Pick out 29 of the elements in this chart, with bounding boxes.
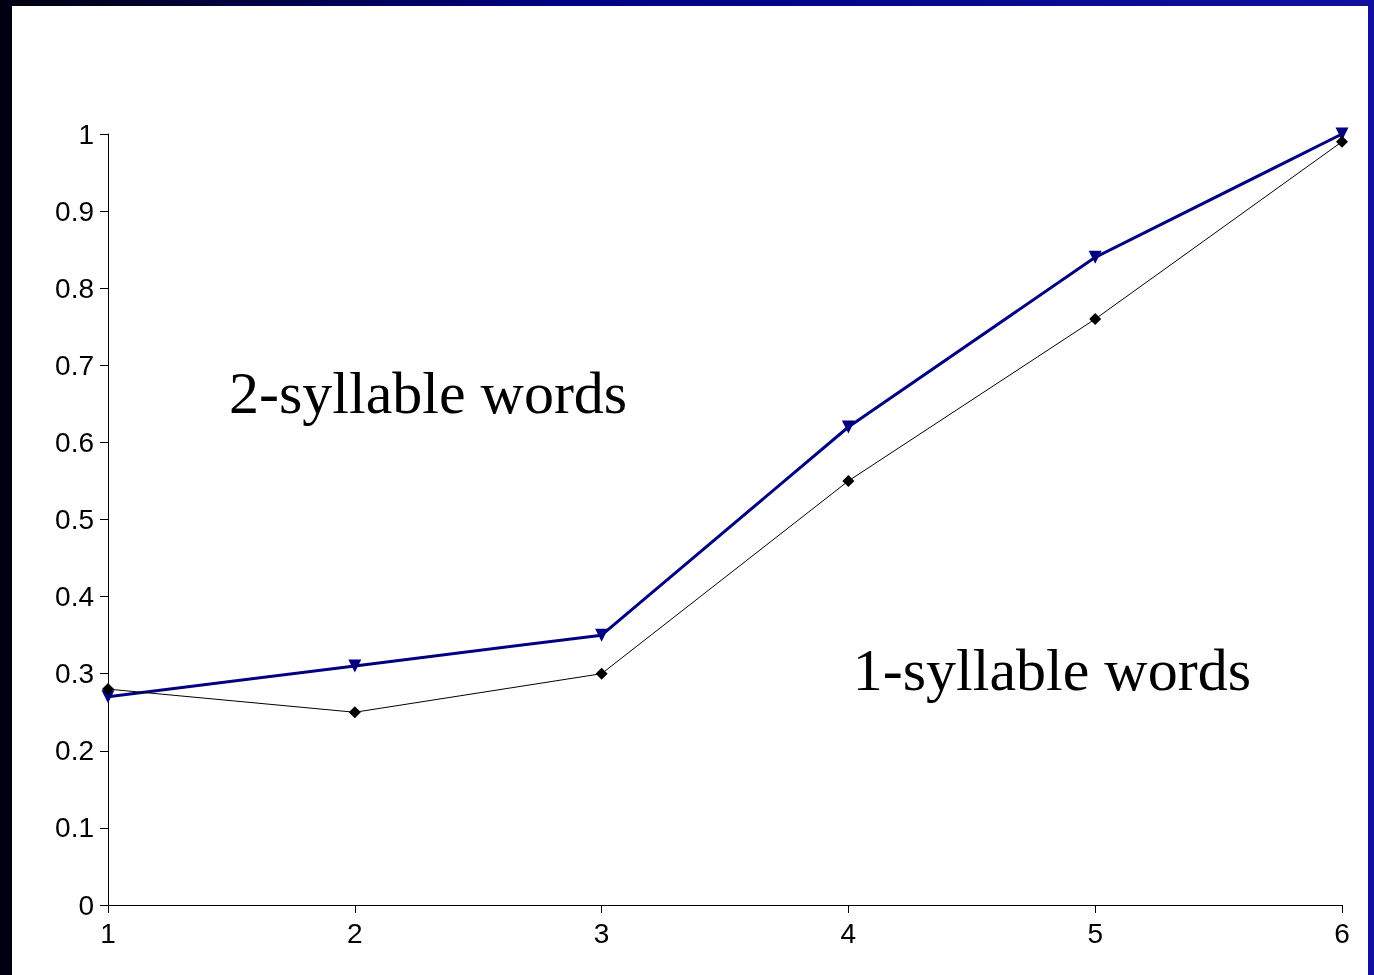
y-tick-label: 0.9 bbox=[55, 195, 94, 227]
x-tick-label: 4 bbox=[840, 917, 857, 949]
y-tick-label: 0.4 bbox=[55, 581, 94, 613]
point bbox=[1089, 313, 1102, 326]
x-tick-label: 5 bbox=[1087, 917, 1103, 949]
y-tick-label: 0.8 bbox=[55, 272, 94, 304]
text: 2-syllable words bbox=[228, 360, 628, 427]
y-tick-label: 0.5 bbox=[55, 504, 94, 535]
point bbox=[348, 659, 362, 673]
x-tick-label: 2 bbox=[347, 917, 363, 949]
x-tick-label: 3 bbox=[593, 917, 610, 949]
y-tick-label: 0.3 bbox=[55, 658, 94, 690]
y-tick-label: 0.1 bbox=[55, 812, 94, 844]
x-tick-label: 6 bbox=[1334, 917, 1350, 949]
y-tick-label: 0.7 bbox=[55, 349, 94, 381]
y-tick-label: 1 bbox=[78, 118, 94, 150]
point bbox=[842, 474, 855, 487]
text: 1-syllable words bbox=[852, 636, 1251, 703]
y-tick-label: 0.6 bbox=[55, 426, 94, 458]
point bbox=[595, 667, 608, 680]
point bbox=[595, 628, 609, 642]
x-tick-label: 1 bbox=[100, 917, 116, 949]
point bbox=[102, 683, 114, 696]
y-tick-label: 0.2 bbox=[55, 735, 94, 767]
y-tick-label: 0 bbox=[78, 889, 94, 921]
point bbox=[841, 420, 855, 434]
point bbox=[348, 706, 361, 719]
point bbox=[1088, 250, 1102, 264]
point bbox=[1336, 135, 1348, 148]
